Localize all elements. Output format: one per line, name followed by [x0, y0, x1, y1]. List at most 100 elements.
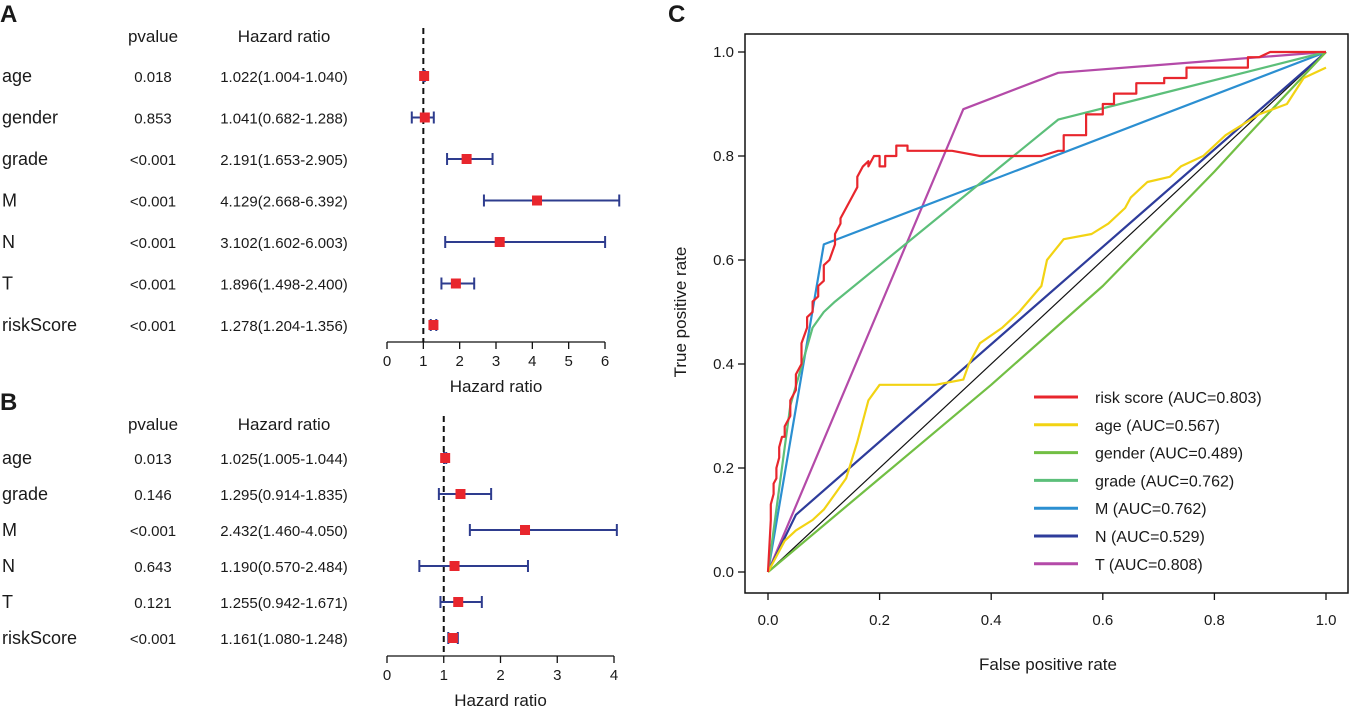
legend-label: age (AUC=0.567): [1095, 418, 1220, 435]
panel-label: A: [0, 1, 17, 28]
x-tick-label: 0: [383, 353, 391, 370]
x-tick-label: 0: [383, 667, 391, 684]
x-tick-label: 4: [528, 353, 536, 370]
row-hazard-ratio: 2.432(1.460-4.050): [220, 523, 348, 540]
y-tick-label: 1.0: [713, 44, 734, 61]
roc-curve-0: [766, 50, 1326, 573]
row-label: gender: [2, 108, 58, 128]
x-axis-title: Hazard ratio: [454, 691, 547, 710]
row-label: grade: [2, 149, 48, 169]
row-label: N: [2, 232, 15, 252]
legend-label: grade (AUC=0.762): [1095, 473, 1234, 490]
plot-frame: [744, 33, 1349, 594]
row-hazard-ratio: 1.161(1.080-1.248): [220, 631, 348, 648]
row-pvalue: <0.001: [130, 318, 176, 335]
y-tick-label: 0.4: [713, 356, 734, 373]
roc-curve-4: [766, 50, 1327, 573]
hazard-ratio-point: [449, 561, 460, 571]
hazard-ratio-point: [419, 112, 430, 123]
x-tick-label: 0.6: [1092, 612, 1113, 629]
x-tick-label: 3: [553, 667, 561, 684]
row-pvalue: <0.001: [130, 194, 176, 211]
legend-label: risk score (AUC=0.803): [1095, 390, 1262, 407]
row-pvalue: 0.013: [134, 451, 172, 468]
x-axis-title: Hazard ratio: [450, 377, 543, 396]
row-pvalue: <0.001: [130, 277, 176, 294]
roc-plot: C 0.0 0.2 0.4 0.6 0.8 1.0 0.0 0.2 0.4 0.6 0.8 1.0 Fal…: [668, 1, 1349, 674]
row-pvalue: 0.018: [134, 69, 172, 86]
row-pvalue: 0.146: [134, 487, 172, 504]
row-pvalue: <0.001: [130, 152, 176, 169]
panel-label: C: [668, 1, 685, 28]
row-hazard-ratio: 3.102(1.602-6.003): [220, 235, 348, 252]
row-hazard-ratio: 1.295(0.914-1.835): [220, 487, 348, 504]
y-tick-label: 0.8: [713, 148, 734, 165]
row-hazard-ratio: 2.191(1.653-2.905): [220, 152, 348, 169]
row-label: age: [2, 66, 32, 86]
row-hazard-ratio: 1.190(0.570-2.484): [220, 559, 348, 576]
x-tick-label: 4: [610, 667, 618, 684]
y-axis-title: True positive rate: [671, 247, 690, 378]
roc-curve-1: [767, 66, 1327, 573]
x-tick-label: 1.0: [1316, 612, 1337, 629]
row-hazard-ratio: 1.041(0.682-1.288): [220, 111, 348, 128]
row-hazard-ratio: 4.129(2.668-6.392): [220, 194, 348, 211]
row-pvalue: <0.001: [130, 631, 176, 648]
hazard-ratio-point: [450, 278, 461, 289]
roc-curve-6: [766, 50, 1327, 573]
row-hazard-ratio: 1.896(1.498-2.400): [220, 277, 348, 294]
row-pvalue: 0.121: [134, 595, 172, 612]
hazard-ratio-header: Hazard ratio: [238, 415, 331, 434]
x-tick-label: 1: [440, 667, 448, 684]
x-tick-label: 2: [496, 667, 504, 684]
hazard-ratio-point: [453, 597, 464, 607]
legend-label: gender (AUC=0.489): [1095, 446, 1243, 463]
pvalue-header: pvalue: [128, 27, 178, 46]
hazard-ratio-point: [461, 154, 472, 164]
x-tick-label: 0.4: [981, 612, 1002, 629]
hazard-ratio-point: [428, 320, 439, 330]
row-hazard-ratio: 1.278(1.204-1.356): [220, 318, 348, 335]
x-tick-label: 3: [492, 353, 500, 370]
hazard-ratio-point: [447, 633, 458, 643]
row-label: age: [2, 448, 32, 468]
row-label: T: [2, 592, 13, 612]
row-pvalue: 0.643: [134, 559, 172, 576]
y-tick-label: 0.6: [713, 252, 734, 269]
x-tick-label: 2: [455, 353, 463, 370]
row-label: M: [2, 520, 17, 540]
hazard-ratio-point: [494, 237, 505, 247]
y-tick-label: 0.0: [713, 564, 734, 581]
hazard-ratio-header: Hazard ratio: [238, 27, 331, 46]
row-label: riskScore: [2, 315, 77, 335]
hazard-ratio-point: [532, 195, 543, 206]
y-tick-label: 0.2: [713, 460, 734, 477]
x-tick-label: 1: [419, 353, 427, 370]
x-tick-label: 5: [564, 353, 572, 370]
panel-label: B: [0, 389, 17, 416]
row-hazard-ratio: 1.255(0.942-1.671): [220, 595, 348, 612]
hazard-ratio-point: [440, 453, 451, 463]
pvalue-header: pvalue: [128, 415, 178, 434]
row-pvalue: <0.001: [130, 235, 176, 252]
x-axis-title: False positive rate: [979, 655, 1117, 674]
legend-label: N (AUC=0.529): [1095, 529, 1205, 546]
row-label: grade: [2, 484, 48, 504]
row-hazard-ratio: 1.022(1.004-1.040): [220, 69, 348, 86]
hazard-ratio-point: [455, 489, 466, 499]
hazard-ratio-point: [419, 71, 430, 81]
x-tick-label: 0.0: [758, 612, 779, 629]
row-label: T: [2, 274, 13, 294]
x-tick-label: 0.2: [869, 612, 890, 629]
x-tick-label: 6: [601, 353, 609, 370]
row-pvalue: 0.853: [134, 111, 172, 128]
row-hazard-ratio: 1.025(1.005-1.044): [220, 451, 348, 468]
row-pvalue: <0.001: [130, 523, 176, 540]
hazard-ratio-point: [520, 525, 531, 535]
x-tick-label: 0.8: [1204, 612, 1225, 629]
diagonal-reference-line: [767, 51, 1327, 573]
row-label: N: [2, 556, 15, 576]
